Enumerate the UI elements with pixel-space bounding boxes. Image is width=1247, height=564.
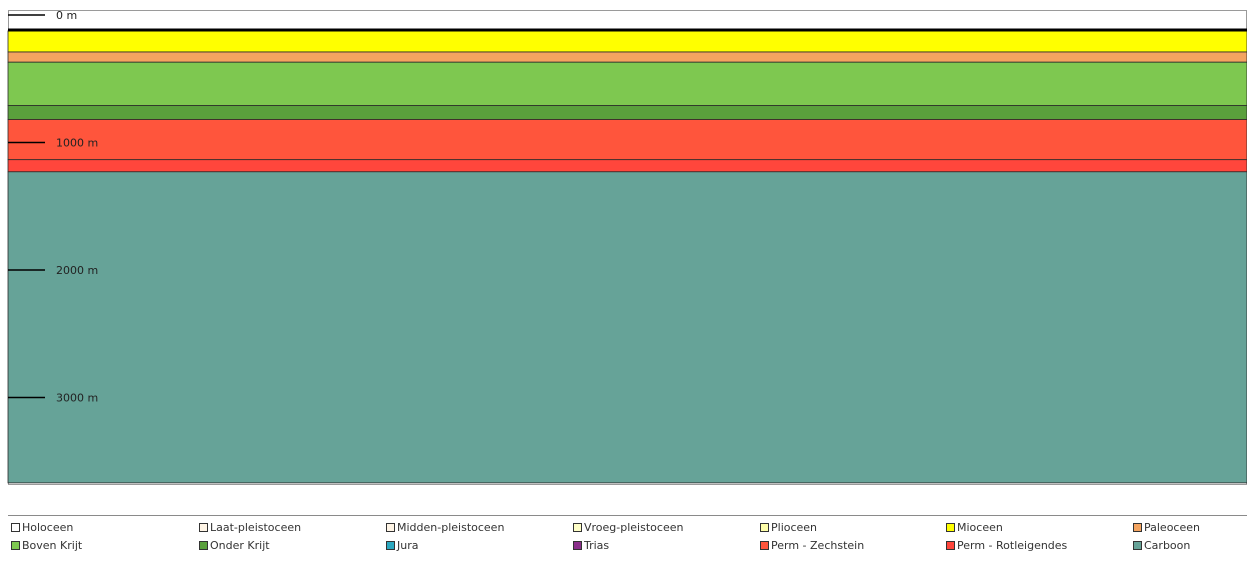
legend-label: Onder Krijt xyxy=(210,538,270,552)
legend-label: Jura xyxy=(397,538,419,552)
depth-tick-label: 0 m xyxy=(56,9,77,22)
legend-swatch xyxy=(946,540,955,550)
layer-perm-rotleigendes xyxy=(7,159,1247,173)
legend-label: Boven Krijt xyxy=(22,538,83,552)
legend-swatch xyxy=(760,522,769,532)
legend-item: Trias xyxy=(573,538,609,552)
legend-item: Holoceen xyxy=(11,520,73,534)
legend-swatch xyxy=(1133,540,1142,550)
legend-item: Jura xyxy=(386,538,418,552)
legend-label: Holoceen xyxy=(22,520,74,534)
legend-swatch xyxy=(386,522,395,532)
legend-label: Mioceen xyxy=(957,520,1003,534)
geological-cross-section: 0 m 1000 m 2000 m 3000 m xyxy=(7,9,1247,485)
legend-swatch xyxy=(573,540,582,550)
legend-label: Laat-pleistoceen xyxy=(210,520,302,534)
layer-mioceen xyxy=(7,30,1247,53)
legend-label: Plioceen xyxy=(771,520,818,534)
legend-swatch xyxy=(386,540,395,550)
legend-item: Carboon xyxy=(1133,538,1190,552)
legend-swatch xyxy=(1133,522,1142,532)
legend-swatch xyxy=(11,540,20,550)
legend-label: Carboon xyxy=(1144,538,1191,552)
depth-tick-label: 2000 m xyxy=(56,264,98,277)
legend-item: Paleoceen xyxy=(1133,520,1200,534)
legend-label: Paleoceen xyxy=(1144,520,1200,534)
legend-swatch xyxy=(199,522,208,532)
legend-item: Boven Krijt xyxy=(11,538,82,552)
legend: Holoceen Laat-pleistoceen Midden-pleistoce… xyxy=(8,515,1247,562)
legend-item: Midden-pleistoceen xyxy=(386,520,504,534)
legend-label: Trias xyxy=(584,538,610,552)
depth-tick-label: 1000 m xyxy=(56,137,98,150)
layer-carboon xyxy=(7,171,1247,484)
legend-label: Perm - Zechstein xyxy=(771,538,865,552)
layer-perm-zechstein xyxy=(7,119,1247,161)
legend-item: Perm - Rotleigendes xyxy=(946,538,1067,552)
legend-swatch xyxy=(199,540,208,550)
legend-label: Midden-pleistoceen xyxy=(397,520,505,534)
legend-item: Mioceen xyxy=(946,520,1003,534)
legend-item: Laat-pleistoceen xyxy=(199,520,301,534)
depth-tick-label: 3000 m xyxy=(56,392,98,405)
layer-boven-krijt xyxy=(7,61,1247,107)
legend-label: Vroeg-pleistoceen xyxy=(584,520,684,534)
layer-onder-krijt xyxy=(7,105,1247,120)
legend-swatch xyxy=(11,522,20,532)
legend-swatch xyxy=(573,522,582,532)
legend-item: Perm - Zechstein xyxy=(760,538,864,552)
legend-item: Plioceen xyxy=(760,520,817,534)
legend-swatch xyxy=(760,540,769,550)
legend-swatch xyxy=(946,522,955,532)
legend-label: Perm - Rotleigendes xyxy=(957,538,1068,552)
legend-item: Onder Krijt xyxy=(199,538,270,552)
legend-item: Vroeg-pleistoceen xyxy=(573,520,683,534)
layer-paleoceen xyxy=(7,51,1247,63)
